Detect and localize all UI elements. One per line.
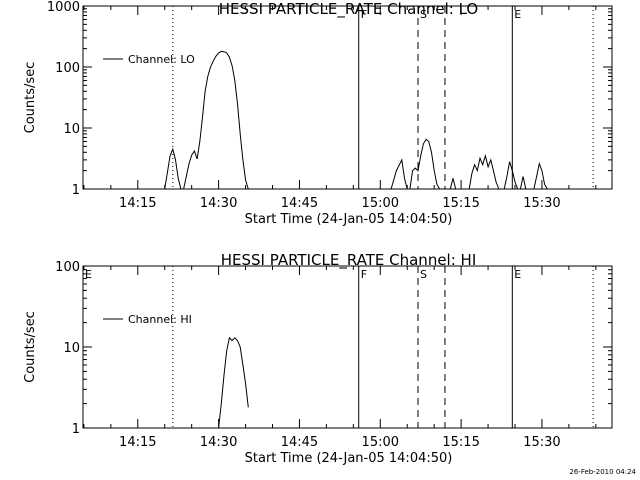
y-tick-label: 1000 [47,0,80,15]
hi-channel-panel: 14:15 14:30 14:45 15:00 15:15 15:30 1 10 100 E F S E… [23,251,613,466]
series-line-segment [183,50,249,190]
x-tick-label: 14:30 [200,435,237,450]
marker-label: E [514,268,521,281]
x-tick-label: 15:15 [442,196,479,211]
marker-label: S [420,268,427,281]
series-line-segment [503,161,519,190]
series-line-segment [218,336,249,429]
marker-label: S [420,8,427,21]
x-axis-label: Start Time (24-Jan-05 14:04:50) [245,212,453,227]
marker-label: F [361,268,367,281]
series-line-segment [519,176,527,190]
chart-title: HESSI PARTICLE_RATE Channel: LO [219,0,478,19]
y-tick-label: 1 [72,422,80,437]
y-axis-label: Counts/sec [23,311,38,383]
legend-label: Channel: HI [128,313,192,326]
y-tick-label: 10 [63,122,80,137]
x-tick-label: 14:45 [281,435,318,450]
series-line-segment [449,178,457,190]
y-tick-label: 10 [63,341,80,356]
plot-timestamp: 26-Feb-2010 04:24 [569,468,636,476]
y-axis-label: Counts/sec [23,62,38,134]
marker-label: F [361,8,367,21]
series-line-segment [468,153,500,190]
series-line-segment [533,161,548,190]
x-tick-label: 15:00 [362,435,399,450]
lo-channel-panel: 14:15 14:30 14:45 15:00 15:15 15:30 1 10 100 1000… [23,0,613,227]
x-axis-label: Start Time (24-Jan-05 14:04:50) [245,451,453,466]
legend-label: Channel: LO [128,53,195,66]
marker-label: E [85,268,92,281]
series-line-segment [409,138,441,190]
x-tick-label: 15:30 [523,196,560,211]
y-tick-label: 1 [72,183,80,198]
marker-label: E [514,8,521,21]
plot-frame [82,5,613,190]
x-tick-label: 14:15 [119,435,156,450]
x-tick-label: 15:15 [442,435,479,450]
y-tick-label: 100 [55,61,80,76]
series-line-segment [164,147,182,190]
x-tick-label: 14:30 [200,196,237,211]
series-line-segment [390,158,408,190]
x-tick-label: 14:15 [119,196,156,211]
x-tick-label: 15:30 [523,435,560,450]
plot-frame [82,265,613,429]
x-tick-label: 15:00 [362,196,399,211]
x-tick-label: 14:45 [281,196,318,211]
chart-title: HESSI PARTICLE_RATE Channel: HI [221,251,477,270]
y-tick-label: 100 [55,260,80,275]
